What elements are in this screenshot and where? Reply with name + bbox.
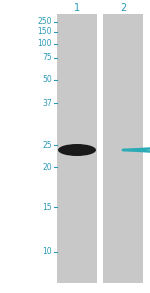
Text: 75: 75 — [42, 54, 52, 62]
Text: 250: 250 — [38, 18, 52, 26]
Text: 15: 15 — [42, 202, 52, 212]
Text: 150: 150 — [38, 28, 52, 37]
Bar — [57, 14, 97, 283]
Bar — [103, 14, 143, 283]
Text: 37: 37 — [42, 98, 52, 108]
Ellipse shape — [58, 144, 96, 156]
Text: 50: 50 — [42, 76, 52, 84]
Text: 100: 100 — [38, 40, 52, 49]
Text: 25: 25 — [42, 141, 52, 149]
Text: 2: 2 — [120, 3, 126, 13]
Text: 1: 1 — [74, 3, 80, 13]
Text: 10: 10 — [42, 248, 52, 256]
Text: 20: 20 — [42, 163, 52, 171]
